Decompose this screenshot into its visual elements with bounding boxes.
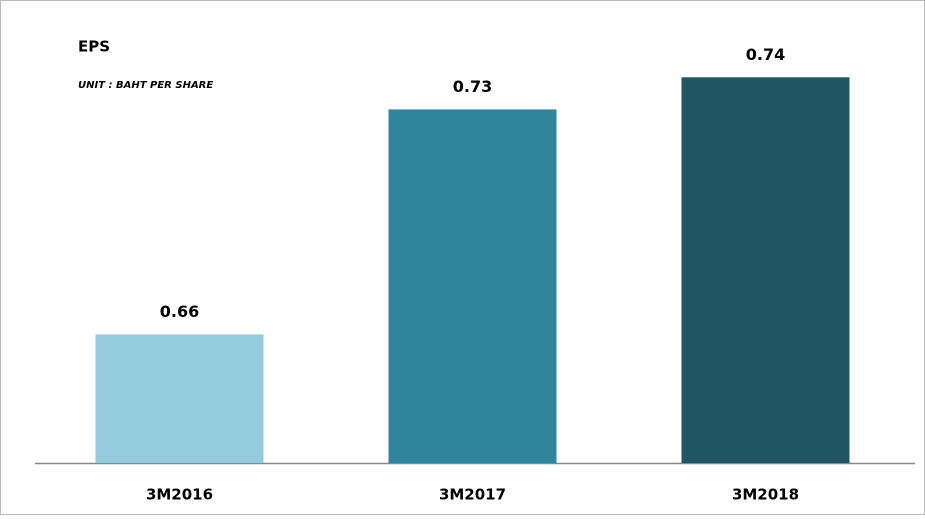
chart-subtitle: UNIT : BAHT PER SHARE — [78, 80, 213, 91]
value-label: 0.73 — [453, 77, 492, 96]
bar — [95, 334, 264, 463]
bar — [681, 77, 850, 464]
chart-title: EPS — [78, 38, 110, 56]
x-tick-label: 3M2018 — [732, 486, 799, 504]
x-tick-label: 3M2017 — [439, 486, 506, 504]
value-label: 0.66 — [160, 302, 199, 321]
value-label: 0.74 — [746, 45, 785, 64]
bar — [388, 109, 557, 463]
x-tick-label: 3M2016 — [146, 486, 213, 504]
